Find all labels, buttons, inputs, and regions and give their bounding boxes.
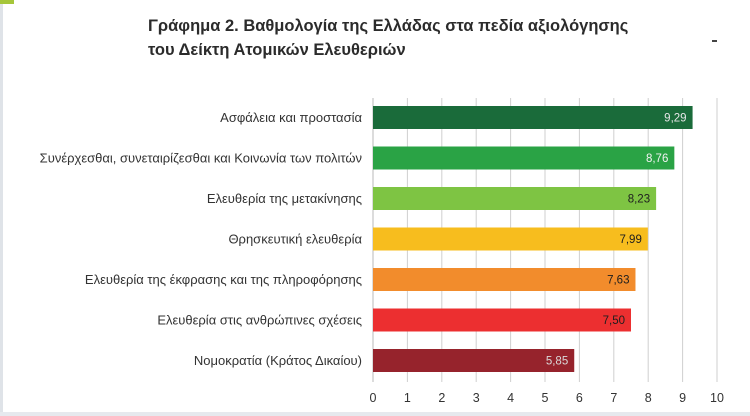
x-tick-label: 10 (710, 391, 724, 405)
value-label: 8,76 (646, 153, 668, 165)
category-label: Ελευθερία της μετακίνησης (207, 191, 362, 206)
dash-mark (712, 40, 717, 42)
value-label: 7,63 (607, 275, 629, 287)
bar (373, 106, 693, 129)
value-label: 7,50 (603, 315, 625, 327)
x-tick-label: 0 (370, 391, 377, 405)
bar (373, 268, 636, 291)
value-label: 8,23 (628, 194, 650, 206)
bar (373, 187, 657, 210)
x-tick-label: 2 (438, 391, 445, 405)
x-tick-label: 3 (473, 391, 480, 405)
value-label: 7,99 (619, 234, 641, 246)
category-label: Ελευθερία στις ανθρώπινες σχέσεις (157, 313, 362, 328)
x-tick-label: 6 (576, 391, 583, 405)
x-tick-label: 4 (507, 391, 514, 405)
value-label: 5,85 (546, 356, 568, 368)
x-tick-label: 5 (542, 391, 549, 405)
chart-title-line-1: Γράφημα 2. Βαθμολογία της Ελλάδας στα πε… (148, 17, 629, 35)
accent-mark (0, 0, 14, 4)
x-axis-ticks: 0 1 2 3 4 5 6 7 8 9 10 (370, 391, 724, 405)
bar (373, 349, 575, 372)
x-tick-label: 9 (679, 391, 686, 405)
category-label: Συνέρχεσθαι, συνεταιρίζεσθαι και Κοινωνί… (40, 151, 362, 166)
bar (373, 227, 648, 251)
category-label: Ασφάλεια και προστασία (220, 110, 362, 125)
page-bottom-border (0, 412, 750, 416)
category-label: Νομοκρατία (Κράτος Δικαίου) (194, 353, 362, 368)
value-labels: 9,29 8,76 8,23 7,99 7,63 7,50 5,85 (546, 113, 687, 368)
chart-title: Γράφημα 2. Βαθμολογία της Ελλάδας στα πε… (148, 14, 708, 62)
bar (373, 146, 675, 170)
value-label: 9,29 (664, 113, 686, 125)
x-tick-label: 7 (610, 391, 617, 405)
category-labels: Ασφάλεια και προστασία Συνέρχεσθαι, συνετ… (40, 110, 363, 368)
chart-title-line-2: του Δείκτη Ατομικών Ελευθεριών (148, 41, 406, 59)
category-label: Ελευθερία της έκφρασης και της πληροφόρη… (85, 272, 362, 287)
page-left-border (0, 0, 3, 416)
x-tick-label: 8 (645, 391, 652, 405)
bar (373, 308, 631, 332)
category-label: Θρησκευτική ελευθερία (228, 232, 362, 247)
x-tick-label: 1 (404, 391, 411, 405)
bars (373, 106, 693, 372)
